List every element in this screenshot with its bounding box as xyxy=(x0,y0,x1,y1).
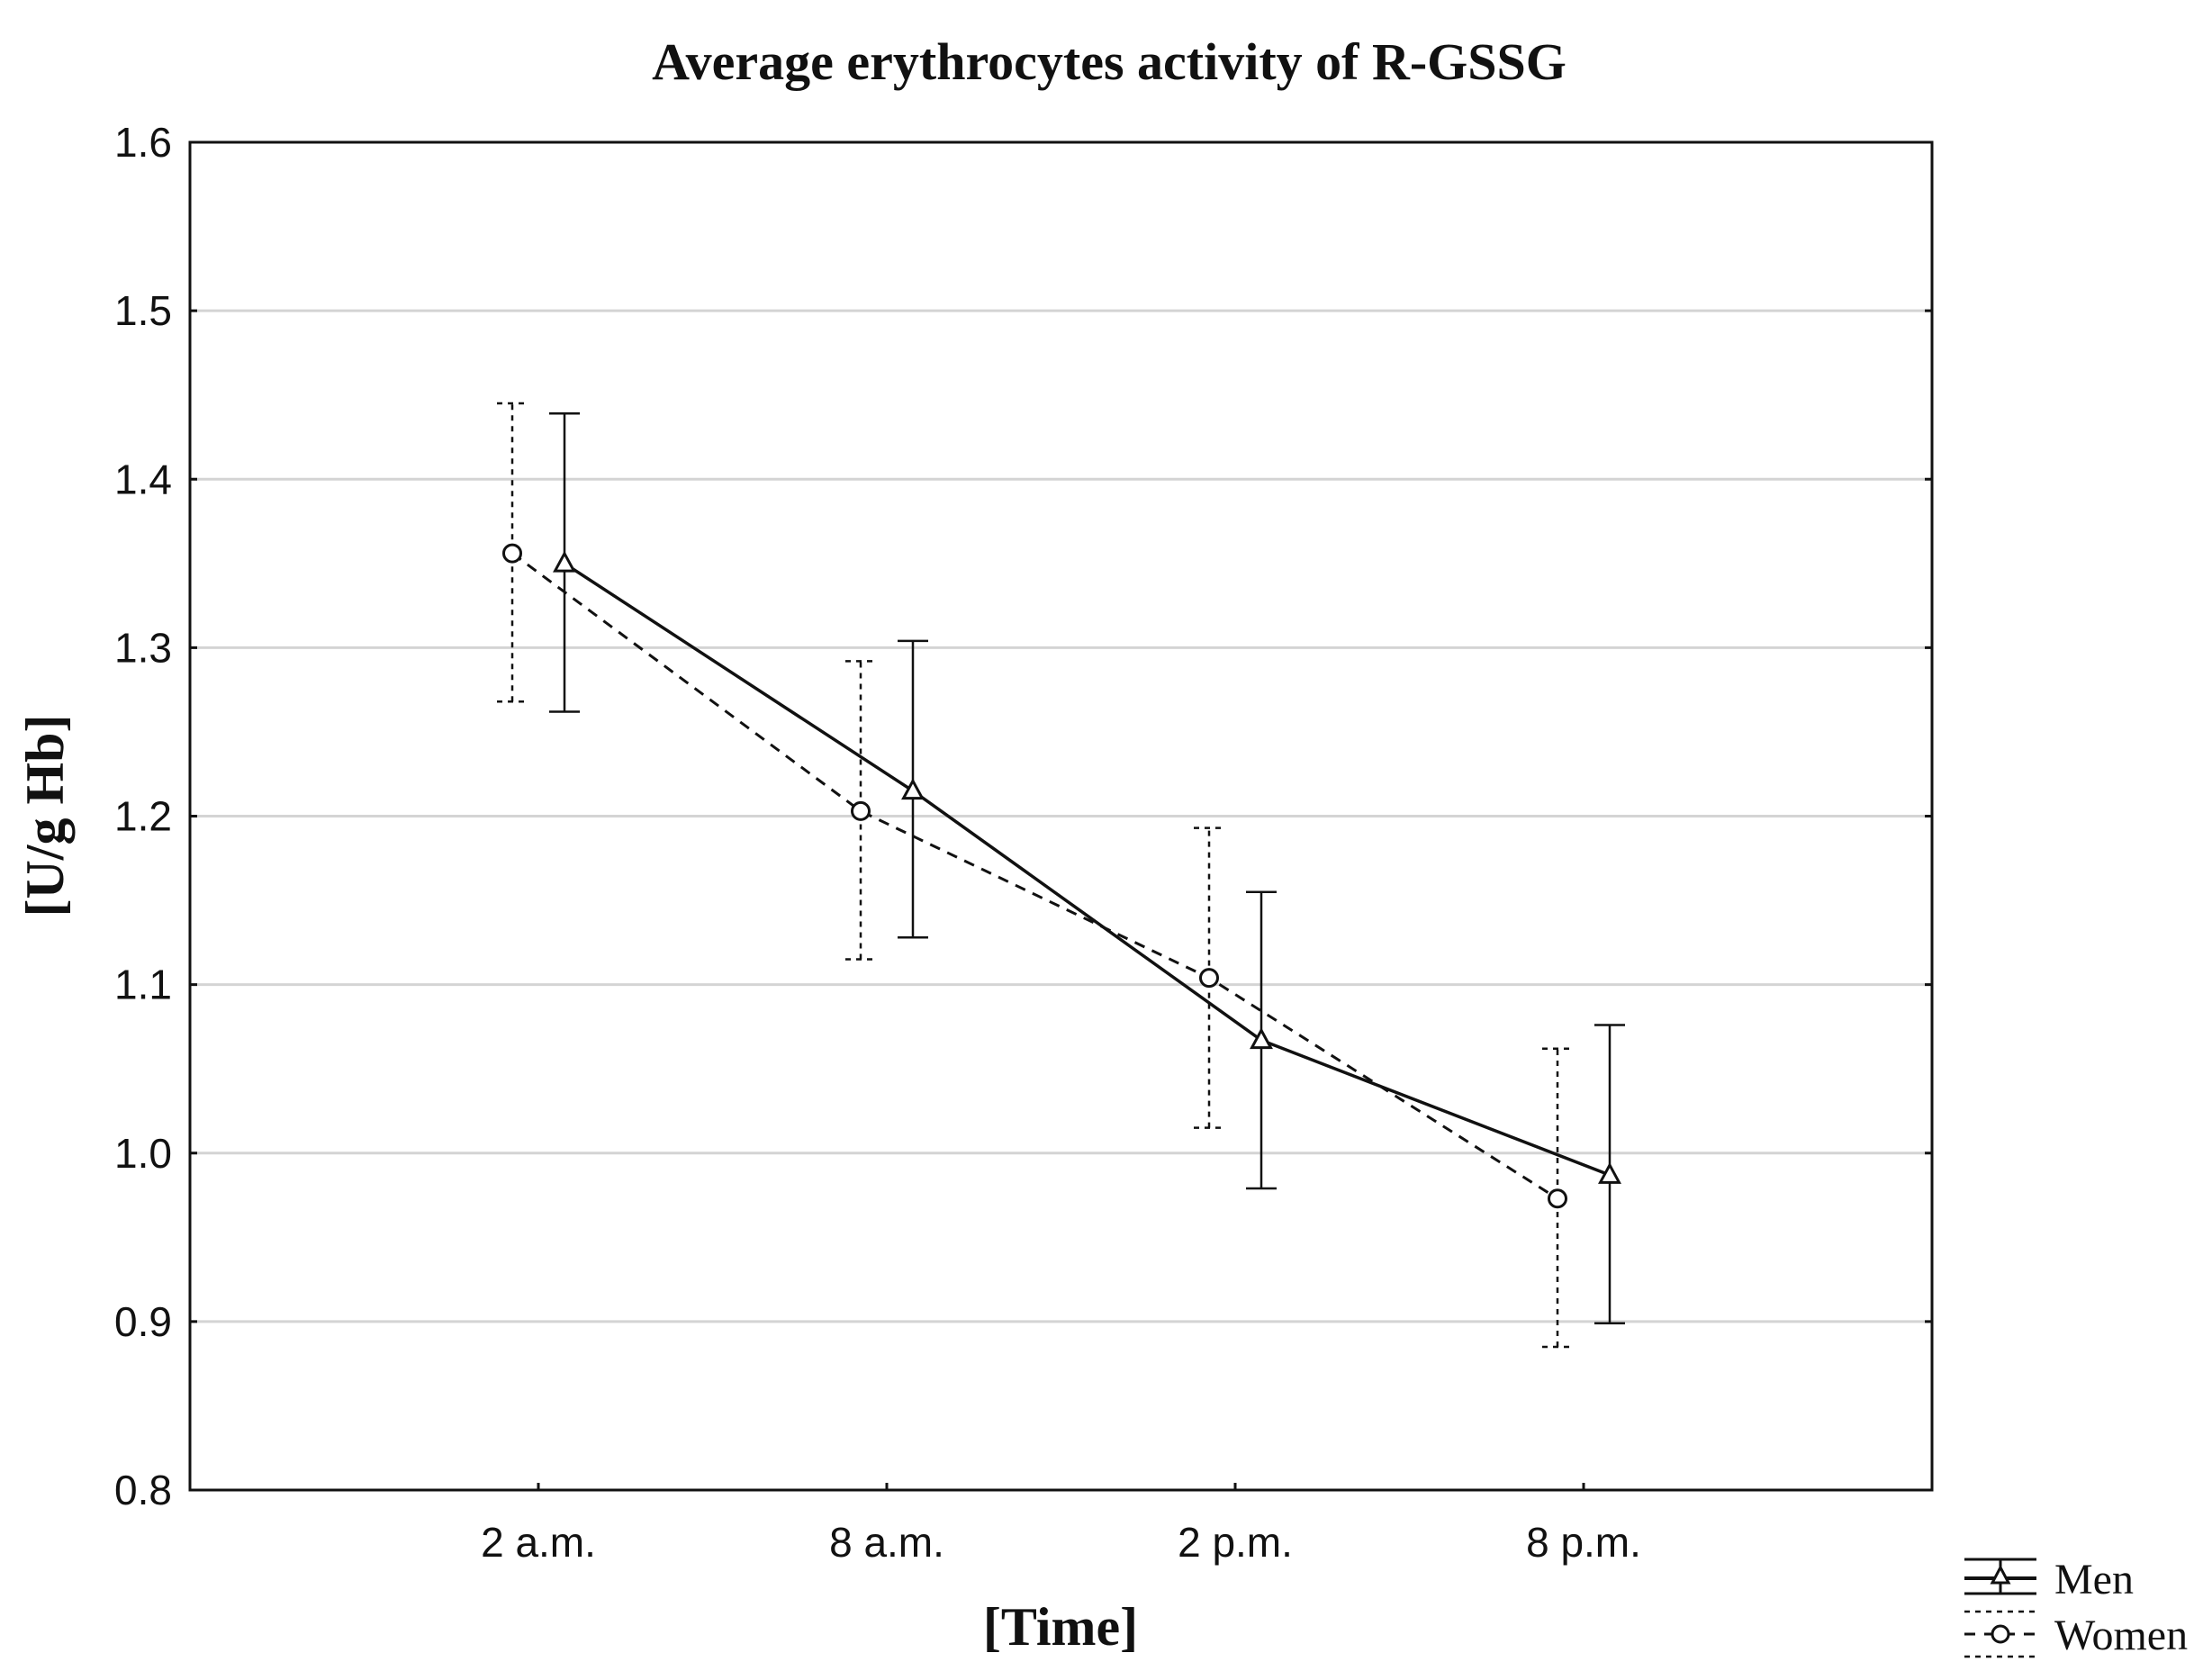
data-point-circle-women xyxy=(1548,1188,1567,1209)
y-axis-label: [U/g Hb] xyxy=(15,715,75,917)
data-series xyxy=(497,402,1625,1349)
series-men xyxy=(549,412,1625,1324)
y-tick-label: 1.5 xyxy=(114,287,172,334)
x-tick-label: 8 p.m. xyxy=(1526,1519,1641,1566)
data-point-circle-women xyxy=(502,543,522,564)
axis-tick-labels: 0.8 0.9 1.0 1.1 1.2 1.3 1.4 1.5 1.6 2 a.m. 8 a.m. 2… xyxy=(114,119,1641,1566)
chart-title: Average erythrocytes activity of R-GSSG xyxy=(652,32,1566,91)
data-point-circle-women xyxy=(1199,968,1219,989)
y-tick-label: 1.2 xyxy=(114,793,172,840)
y-tick-label: 0.8 xyxy=(114,1467,172,1513)
series-women xyxy=(497,402,1573,1349)
y-tick-label: 1.3 xyxy=(114,624,172,671)
grid-lines xyxy=(190,309,1932,1323)
data-point-triangle-men xyxy=(1598,1161,1621,1184)
x-tick-label: 8 a.m. xyxy=(829,1519,944,1566)
y-tick-label: 0.9 xyxy=(114,1298,172,1345)
y-tick-label: 1.6 xyxy=(114,119,172,166)
series-line-men xyxy=(564,562,1611,1177)
x-axis-label: [Time] xyxy=(983,1597,1138,1657)
y-tick-label: 1.1 xyxy=(114,962,172,1008)
x-tick-label: 2 a.m. xyxy=(481,1519,596,1566)
legend-women-circle-marker xyxy=(1991,1624,2010,1644)
x-tick-label: 2 p.m. xyxy=(1178,1519,1293,1566)
legend-label-women: Women xyxy=(2054,1612,2188,1659)
legend-item-men: Men xyxy=(1964,1556,2134,1603)
series-line-women xyxy=(511,552,1558,1200)
y-tick-label: 1.4 xyxy=(114,456,172,502)
legend-item-women: Women xyxy=(1964,1610,2188,1659)
legend-men-triangle-marker xyxy=(1990,1564,2011,1585)
legend: Men Women xyxy=(1964,1556,2188,1659)
y-tick-label: 1.0 xyxy=(114,1130,172,1177)
legend-label-men: Men xyxy=(2054,1556,2134,1603)
data-point-triangle-men xyxy=(1250,1027,1273,1050)
data-point-triangle-men xyxy=(553,550,576,573)
data-point-triangle-men xyxy=(901,778,925,800)
axis-ticks xyxy=(190,140,1932,1492)
data-point-circle-women xyxy=(851,800,871,821)
